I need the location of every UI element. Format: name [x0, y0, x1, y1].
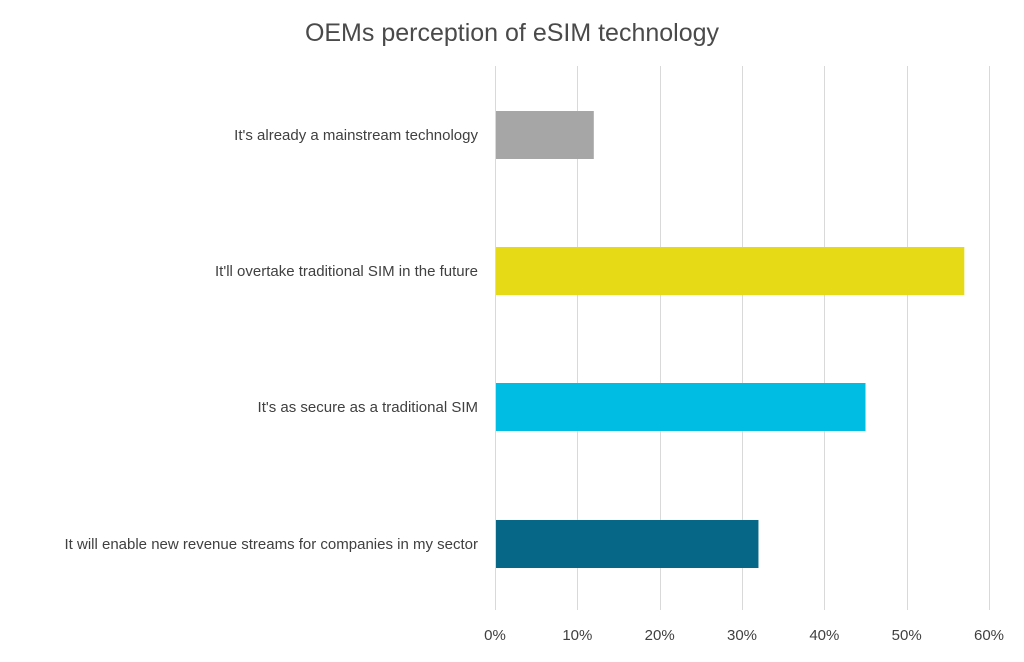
x-tick-label: 60% — [974, 627, 1004, 644]
x-tick-label: 0% — [484, 627, 506, 644]
x-tick-label: 40% — [809, 627, 839, 644]
bar — [496, 247, 965, 295]
bar — [496, 520, 759, 568]
x-tick-label: 20% — [645, 627, 675, 644]
category-label: It's already a mainstream technology — [234, 127, 478, 144]
category-label: It will enable new revenue streams for c… — [64, 536, 478, 553]
category-labels: It's already a mainstream technology It'l… — [64, 127, 478, 553]
x-tick-label: 50% — [892, 627, 922, 644]
x-tick-label: 30% — [727, 627, 757, 644]
chart-title: OEMs perception of eSIM technology — [305, 19, 720, 47]
category-label: It'll overtake traditional SIM in the fu… — [215, 263, 478, 280]
bars — [496, 111, 965, 568]
bar — [496, 383, 866, 431]
bar — [496, 111, 594, 159]
x-axis-tick-labels: 0% 10% 20% 30% 40% 50% 60% — [484, 627, 1004, 644]
x-tick-label: 10% — [562, 627, 592, 644]
category-label: It's as secure as a traditional SIM — [258, 399, 478, 416]
